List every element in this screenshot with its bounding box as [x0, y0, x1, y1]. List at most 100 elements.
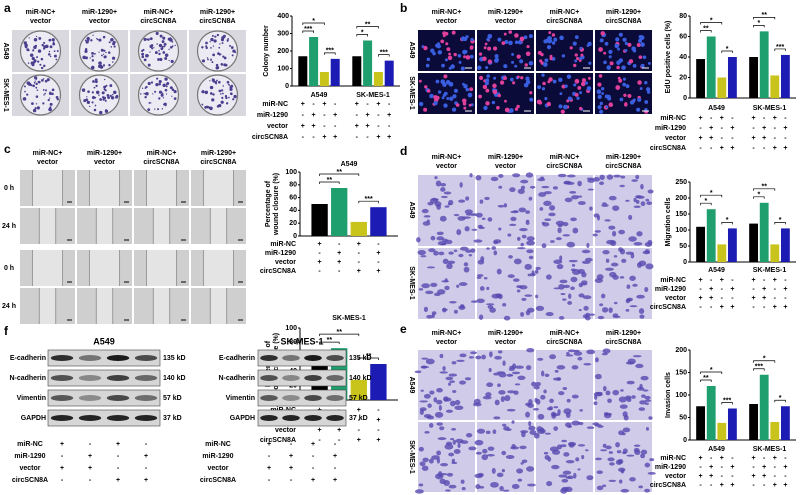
cell — [548, 406, 553, 411]
colony — [110, 96, 115, 100]
cell — [438, 251, 445, 256]
bar — [780, 406, 790, 440]
bar — [298, 56, 308, 86]
colony — [228, 96, 230, 99]
colony — [103, 96, 107, 100]
blot-band — [304, 395, 322, 401]
micrograph — [20, 208, 75, 244]
cell — [440, 187, 446, 192]
colony — [42, 89, 45, 91]
cell — [638, 308, 645, 315]
cell — [554, 369, 559, 373]
colony — [37, 80, 41, 84]
condition-label: miR-NC — [660, 455, 686, 462]
colony — [210, 37, 214, 42]
cell — [633, 205, 641, 208]
cell — [498, 185, 503, 189]
colony — [164, 104, 167, 107]
colony — [31, 102, 34, 106]
cell — [506, 373, 513, 377]
colony — [93, 52, 96, 55]
cell — [569, 190, 577, 194]
cell — [521, 459, 528, 464]
y-tick-label: 250 — [675, 179, 687, 186]
condition-sign: + — [116, 441, 120, 448]
cell — [524, 263, 532, 270]
cell — [535, 381, 541, 387]
cell — [452, 439, 456, 445]
nucleus — [564, 84, 568, 88]
colony — [87, 90, 90, 93]
condition-sign: - — [731, 455, 734, 462]
cell — [421, 208, 429, 214]
colony — [205, 41, 208, 45]
colony — [27, 62, 30, 64]
micrograph — [477, 73, 534, 114]
colony — [155, 31, 159, 36]
cell — [619, 404, 628, 409]
cell — [638, 485, 643, 489]
cell — [433, 397, 438, 403]
wound-gap — [210, 208, 227, 244]
cell — [623, 415, 629, 421]
significance-bracket — [319, 333, 360, 337]
micrograph — [191, 250, 246, 286]
bar — [706, 36, 716, 98]
cell — [601, 307, 609, 313]
nucleus — [628, 59, 634, 64]
cell — [457, 442, 461, 449]
condition-sign: - — [721, 473, 724, 480]
nucleus — [492, 83, 497, 89]
cell — [428, 248, 436, 253]
cell — [434, 176, 438, 180]
colony — [34, 80, 36, 82]
cell — [534, 397, 538, 403]
chart-title: A549 — [341, 161, 358, 168]
cell — [605, 258, 610, 263]
cell — [464, 209, 473, 215]
condition-sign: + — [773, 455, 777, 462]
nucleus — [511, 60, 515, 64]
nucleus — [447, 55, 453, 61]
cell — [426, 266, 436, 269]
column-header: miR-1290+ — [488, 330, 523, 337]
cell — [493, 416, 501, 420]
cell — [512, 210, 519, 213]
colony — [220, 63, 224, 66]
condition-sign: - — [763, 145, 766, 152]
colony — [86, 36, 90, 41]
colony — [48, 50, 51, 53]
colony — [109, 84, 113, 88]
colony — [164, 57, 168, 60]
colony — [56, 50, 59, 52]
nucleus — [580, 81, 586, 87]
colony — [158, 43, 163, 48]
column-header: circSCN8A — [605, 339, 641, 346]
significance-bracket — [324, 52, 336, 55]
condition-sign: + — [699, 455, 703, 462]
cell — [538, 192, 547, 197]
cell — [578, 282, 583, 288]
condition-sign: + — [312, 123, 316, 130]
colony — [88, 105, 91, 108]
significance-bracket — [700, 22, 723, 25]
condition-sign: + — [730, 304, 734, 311]
micrograph — [191, 288, 246, 324]
colony — [93, 86, 96, 89]
cell — [423, 393, 431, 399]
wound-gap — [32, 250, 63, 286]
micrograph — [593, 348, 653, 421]
colony — [39, 63, 42, 66]
cell — [618, 229, 626, 235]
colony — [49, 45, 53, 49]
significance-bracket — [721, 50, 733, 53]
time-label: 24 h — [2, 303, 16, 310]
row-label: A549 — [408, 202, 415, 219]
condition-sign: - — [302, 134, 305, 141]
cell — [551, 464, 560, 470]
blot-title: A549 — [93, 336, 115, 346]
protein-label: GAPDH — [230, 415, 255, 422]
nucleus — [493, 76, 497, 80]
bar — [759, 31, 769, 98]
y-tick-label: 0 — [683, 259, 687, 266]
